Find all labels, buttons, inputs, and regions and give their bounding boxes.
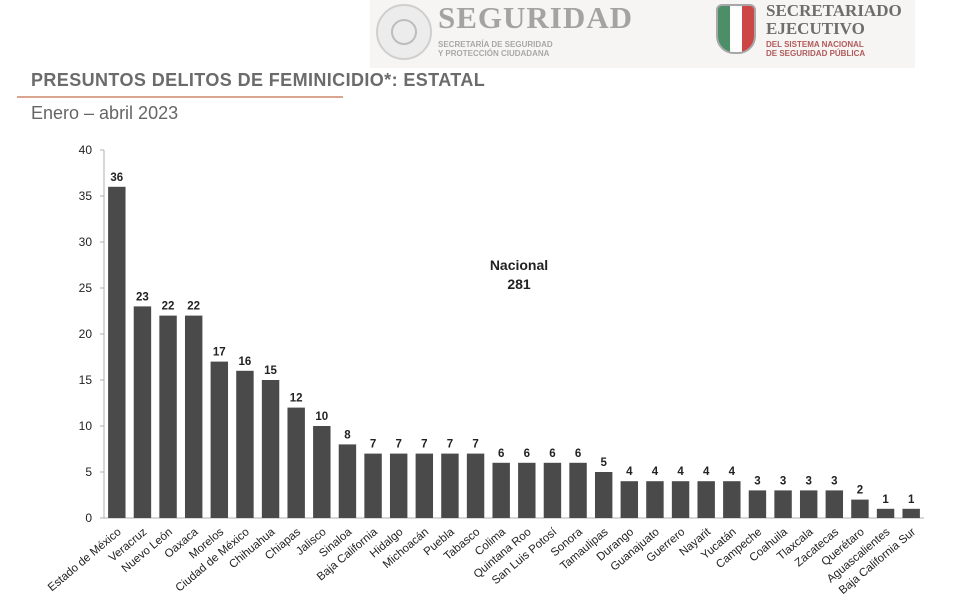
bar (389, 453, 408, 518)
bar-value-label: 2 (857, 485, 863, 497)
bar (518, 462, 536, 518)
bar (492, 462, 510, 518)
secretariado-subtitle-line1: DEL SISTEMA NACIONAL (766, 40, 864, 49)
bar (620, 481, 639, 518)
bar (646, 481, 664, 518)
chart-subtitle: Enero – abril 2023 (31, 103, 179, 123)
bar-value-label: 1 (882, 494, 889, 506)
secretariado-title-line2: EJECUTIVO (766, 19, 865, 38)
national-total-value: 281 (507, 276, 531, 292)
seguridad-logo-title: SEGURIDAD (438, 0, 634, 35)
bar (287, 407, 305, 518)
bar (876, 508, 895, 518)
seguridad-subtitle-line1: SECRETARÍA DE SEGURIDAD (438, 40, 553, 49)
bar (364, 453, 382, 518)
bar (236, 370, 254, 518)
bar-value-label: 12 (290, 393, 303, 405)
bar-value-label: 15 (264, 365, 277, 377)
bar (415, 453, 434, 518)
bar-value-label: 1 (908, 494, 915, 506)
y-tick-label: 10 (79, 419, 93, 433)
bar-value-label: 6 (498, 448, 504, 460)
bar (671, 481, 690, 518)
government-seal-logo (376, 4, 432, 60)
bar-value-label: 22 (162, 301, 175, 313)
bar (799, 490, 818, 518)
bar (133, 306, 152, 518)
bar-value-label: 7 (395, 439, 401, 451)
bar-value-label: 7 (472, 439, 478, 451)
y-tick-label: 5 (85, 465, 92, 479)
bar-value-label: 3 (754, 475, 760, 487)
shield-logo-icon (716, 4, 756, 54)
bar (569, 462, 587, 518)
bar (825, 490, 844, 518)
bar (774, 490, 792, 518)
bar (184, 315, 203, 518)
bar-value-label: 22 (187, 301, 200, 313)
bar-value-label: 23 (136, 291, 149, 303)
title-underline (17, 96, 343, 98)
bar-value-label: 16 (239, 356, 252, 368)
bar (441, 453, 459, 518)
bar-value-label: 36 (110, 172, 123, 184)
bar (594, 472, 613, 518)
bar-value-label: 7 (370, 439, 376, 451)
bar (723, 481, 741, 518)
bar (108, 186, 126, 519)
bar (851, 499, 869, 518)
bar (543, 462, 562, 518)
bar-value-label: 4 (652, 466, 659, 478)
bar-value-label: 17 (213, 347, 226, 359)
secretariado-logo-subtitle: DEL SISTEMA NACIONAL DE SEGURIDAD PÚBLIC… (766, 40, 916, 58)
y-tick-label: 25 (79, 281, 93, 295)
bar (210, 361, 229, 518)
bar-value-label: 8 (344, 429, 351, 441)
bar (902, 508, 920, 518)
bar-value-label: 3 (805, 475, 811, 487)
bar (748, 490, 767, 518)
y-tick-label: 15 (79, 373, 93, 387)
bar (697, 481, 715, 518)
bar (466, 453, 485, 518)
bar-value-label: 3 (831, 475, 837, 487)
y-tick-label: 35 (79, 189, 93, 203)
y-tick-label: 40 (79, 143, 93, 157)
seguridad-logo-subtitle: SECRETARÍA DE SEGURIDAD Y PROTECCIÓN CIU… (438, 40, 608, 58)
chart-title: PRESUNTOS DELITOS DE FEMINICIDIO*: ESTAT… (31, 70, 486, 90)
bar-value-label: 4 (677, 466, 684, 478)
y-tick-label: 30 (79, 235, 93, 249)
bar (338, 444, 357, 518)
bar (313, 426, 331, 518)
bar (159, 315, 177, 518)
bar-value-label: 6 (549, 448, 555, 460)
bar-value-label: 3 (780, 475, 786, 487)
secretariado-subtitle-line2: DE SEGURIDAD PÚBLICA (766, 49, 866, 58)
header-logo-band (370, 0, 915, 68)
bar-value-label: 7 (447, 439, 453, 451)
bar-value-label: 7 (421, 439, 427, 451)
secretariado-logo-title: SECRETARIADO EJECUTIVO (766, 2, 916, 38)
y-tick-label: 0 (85, 511, 92, 525)
y-tick-label: 20 (79, 327, 93, 341)
secretariado-title-line1: SECRETARIADO (766, 1, 902, 20)
bar-value-label: 6 (524, 448, 530, 460)
seguridad-subtitle-line2: Y PROTECCIÓN CIUDADANA (438, 49, 550, 58)
bar (261, 380, 280, 518)
national-total-label: Nacional (490, 257, 548, 273)
bar-value-label: 4 (626, 466, 633, 478)
bar-value-label: 6 (575, 448, 581, 460)
bar-value-label: 4 (703, 466, 710, 478)
bar-value-label: 5 (600, 457, 607, 469)
bar-value-label: 4 (729, 466, 736, 478)
bar-value-label: 10 (315, 411, 328, 423)
